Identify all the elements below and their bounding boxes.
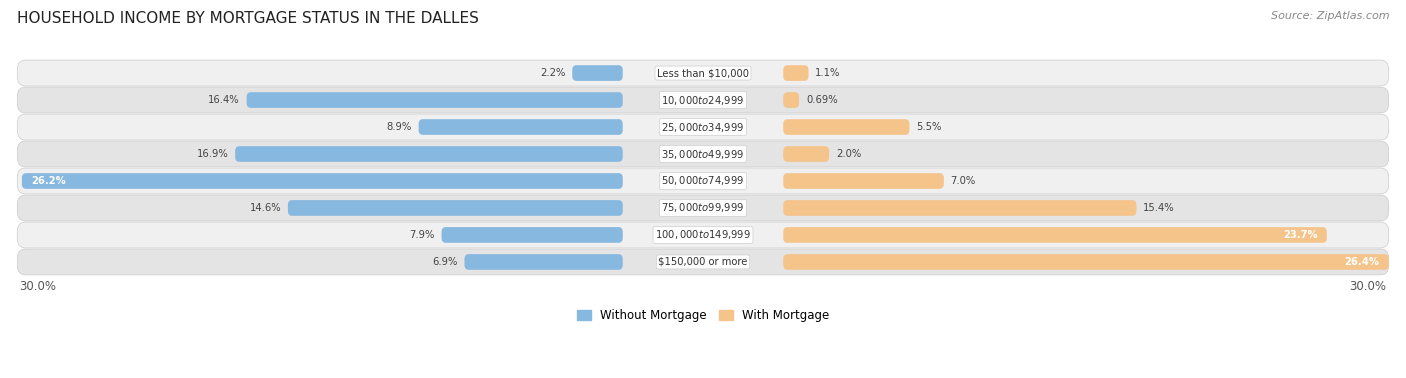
Text: $25,000 to $34,999: $25,000 to $34,999 <box>661 121 745 133</box>
Text: 30.0%: 30.0% <box>20 280 56 293</box>
FancyBboxPatch shape <box>17 249 1389 275</box>
Text: 2.2%: 2.2% <box>540 68 565 78</box>
Text: Source: ZipAtlas.com: Source: ZipAtlas.com <box>1271 11 1389 21</box>
FancyBboxPatch shape <box>783 227 1327 243</box>
Text: 16.9%: 16.9% <box>197 149 228 159</box>
FancyBboxPatch shape <box>783 146 830 162</box>
Text: 15.4%: 15.4% <box>1143 203 1175 213</box>
Text: 5.5%: 5.5% <box>917 122 942 132</box>
Text: 30.0%: 30.0% <box>1350 280 1386 293</box>
Text: 26.4%: 26.4% <box>1344 257 1379 267</box>
FancyBboxPatch shape <box>783 92 799 108</box>
FancyBboxPatch shape <box>17 195 1389 221</box>
Text: 26.2%: 26.2% <box>31 176 66 186</box>
FancyBboxPatch shape <box>17 87 1389 113</box>
Text: $75,000 to $99,999: $75,000 to $99,999 <box>661 201 745 214</box>
Text: $35,000 to $49,999: $35,000 to $49,999 <box>661 147 745 161</box>
FancyBboxPatch shape <box>783 65 808 81</box>
Text: $100,000 to $149,999: $100,000 to $149,999 <box>655 228 751 242</box>
FancyBboxPatch shape <box>235 146 623 162</box>
Text: 23.7%: 23.7% <box>1284 230 1317 240</box>
Text: 7.0%: 7.0% <box>950 176 976 186</box>
Text: 2.0%: 2.0% <box>837 149 862 159</box>
FancyBboxPatch shape <box>17 141 1389 167</box>
Text: 1.1%: 1.1% <box>815 68 841 78</box>
Text: 8.9%: 8.9% <box>387 122 412 132</box>
FancyBboxPatch shape <box>783 254 1389 270</box>
FancyBboxPatch shape <box>572 65 623 81</box>
FancyBboxPatch shape <box>783 119 910 135</box>
Text: $150,000 or more: $150,000 or more <box>658 257 748 267</box>
FancyBboxPatch shape <box>464 254 623 270</box>
Legend: Without Mortgage, With Mortgage: Without Mortgage, With Mortgage <box>572 304 834 327</box>
Text: 0.69%: 0.69% <box>806 95 838 105</box>
Text: 6.9%: 6.9% <box>432 257 457 267</box>
FancyBboxPatch shape <box>17 114 1389 140</box>
Text: 16.4%: 16.4% <box>208 95 240 105</box>
FancyBboxPatch shape <box>419 119 623 135</box>
Text: $50,000 to $74,999: $50,000 to $74,999 <box>661 175 745 187</box>
FancyBboxPatch shape <box>22 173 623 189</box>
FancyBboxPatch shape <box>783 173 943 189</box>
Text: $10,000 to $24,999: $10,000 to $24,999 <box>661 93 745 107</box>
FancyBboxPatch shape <box>17 168 1389 194</box>
FancyBboxPatch shape <box>17 60 1389 86</box>
Text: Less than $10,000: Less than $10,000 <box>657 68 749 78</box>
FancyBboxPatch shape <box>441 227 623 243</box>
Text: HOUSEHOLD INCOME BY MORTGAGE STATUS IN THE DALLES: HOUSEHOLD INCOME BY MORTGAGE STATUS IN T… <box>17 11 479 26</box>
FancyBboxPatch shape <box>783 200 1136 216</box>
FancyBboxPatch shape <box>246 92 623 108</box>
FancyBboxPatch shape <box>17 222 1389 248</box>
Text: 14.6%: 14.6% <box>249 203 281 213</box>
Text: 7.9%: 7.9% <box>409 230 434 240</box>
FancyBboxPatch shape <box>288 200 623 216</box>
